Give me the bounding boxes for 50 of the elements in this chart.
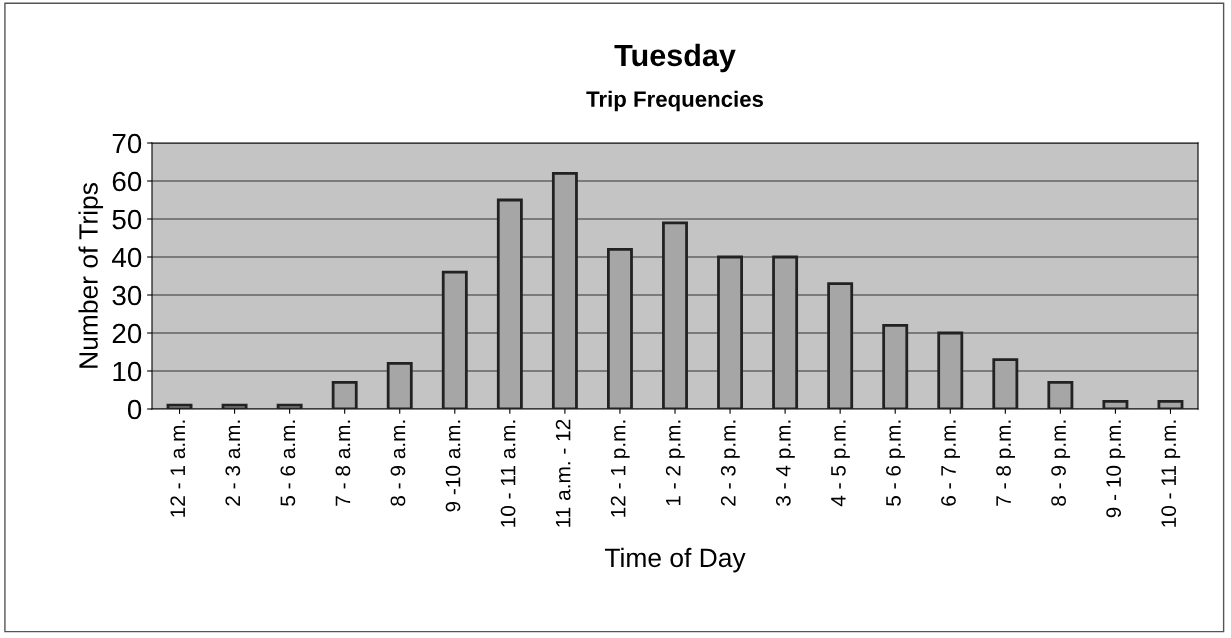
y-tick-label: 40 <box>112 247 142 268</box>
x-tick-label: 2 - 3 a.m. <box>225 420 241 506</box>
x-tick-label: 12 - 1 p.m. <box>610 420 630 517</box>
y-tick-label: 70 <box>112 133 142 154</box>
x-tick-label: 7 - 8 a.m. <box>335 420 351 506</box>
bar <box>221 403 248 409</box>
bar <box>276 403 303 409</box>
x-tick-label: 10 - 11 p.m. <box>1161 420 1181 527</box>
y-tick-label: 30 <box>112 285 142 306</box>
x-tick-label: 11 a.m. - 12 <box>555 419 571 527</box>
bar <box>386 362 413 409</box>
bar <box>166 403 193 409</box>
bar <box>1047 381 1074 409</box>
y-tick-label: 10 <box>113 361 142 382</box>
bar <box>717 255 743 409</box>
bar <box>1157 400 1184 409</box>
bar <box>331 381 358 409</box>
bar <box>662 221 688 409</box>
y-tick-label: 20 <box>112 323 142 344</box>
x-tick-label: 4 - 5 p.m. <box>831 420 850 507</box>
x-tick-label: 9 - 10 p.m. <box>1106 420 1126 518</box>
y-tick-label: 50 <box>112 209 142 230</box>
y-tick-label: 0 <box>127 399 142 420</box>
x-tick-label: 9 -10 a.m. <box>445 420 461 512</box>
x-tick-label: 8 - 9 p.m. <box>1051 420 1071 506</box>
bar <box>496 198 523 409</box>
bar <box>607 248 633 409</box>
bar <box>1102 400 1129 409</box>
bar <box>882 324 909 409</box>
x-tick-label: 2 - 3 p.m. <box>720 420 740 506</box>
x-tick-label: 1 - 2 p.m. <box>665 420 685 506</box>
bar <box>992 358 1019 409</box>
x-tick-label: 10 - 11 a.m. <box>500 420 516 527</box>
y-tick-label: 60 <box>112 171 142 192</box>
x-axis-title: Time of Day <box>604 547 746 573</box>
x-tick-label: 12 - 1 a.m. <box>170 420 186 517</box>
x-tick-label: 6 - 7 p.m. <box>941 420 960 506</box>
bar <box>441 270 468 409</box>
bar <box>551 172 578 409</box>
x-tick-label: 5 - 6 a.m. <box>280 420 296 506</box>
chart-title: Tuesday <box>614 43 736 73</box>
chart-subtitle: Trip Frequencies <box>586 90 764 112</box>
y-axis-title: Number of Trips <box>78 183 104 368</box>
x-tick-label: 8 - 9 a.m. <box>390 420 406 506</box>
x-tick-label: 5 - 6 p.m. <box>886 420 905 506</box>
bar <box>772 255 799 409</box>
x-tick-label: 3 - 4 p.m. <box>775 420 795 506</box>
bar <box>827 282 854 409</box>
bar <box>937 331 964 409</box>
x-tick-label: 7 - 8 p.m. <box>996 420 1016 506</box>
